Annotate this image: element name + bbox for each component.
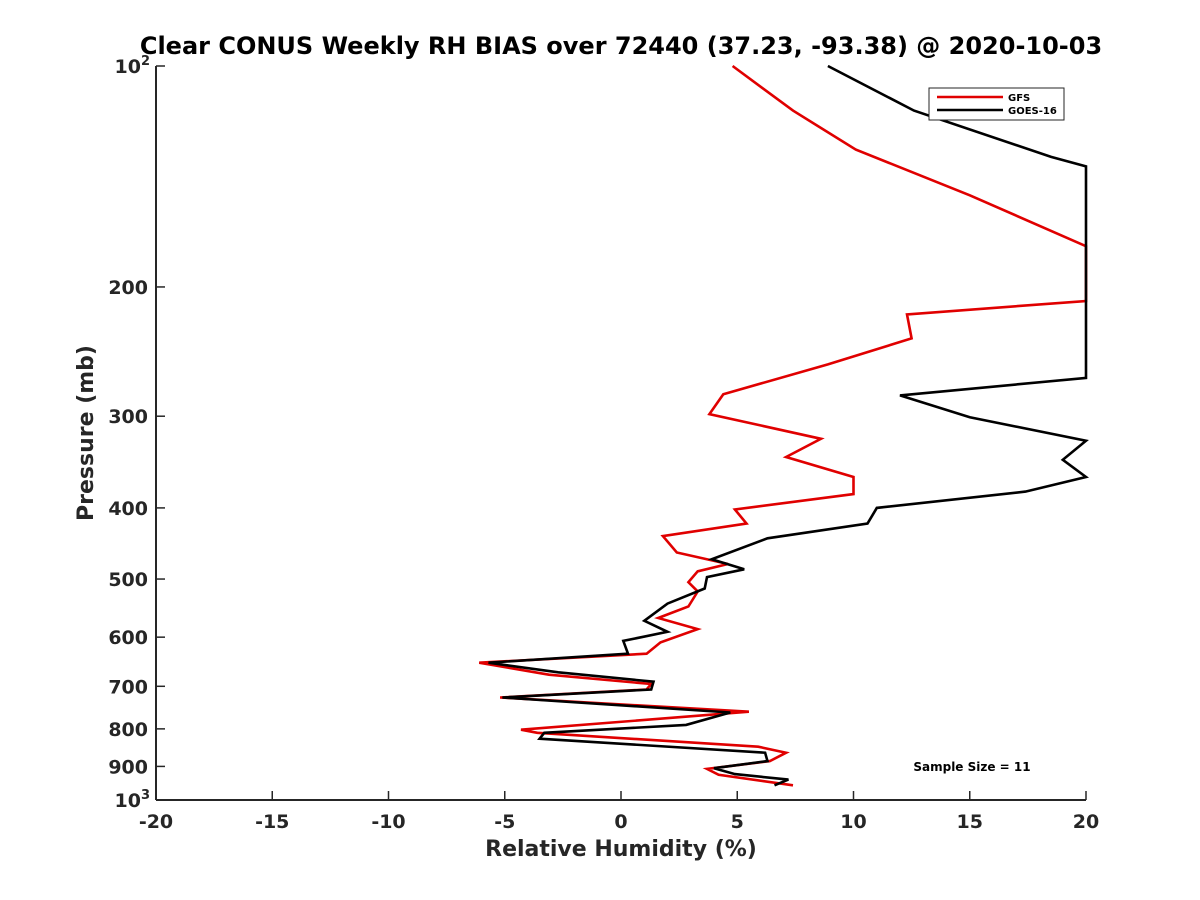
legend-label-goes16: GOES-16 xyxy=(1008,106,1057,117)
y-tick-label: 600 xyxy=(108,627,148,649)
y-tick-label: 102 xyxy=(115,54,151,78)
y-tick-label: 200 xyxy=(108,277,148,299)
chart-title: Clear CONUS Weekly RH BIAS over 72440 (3… xyxy=(140,32,1102,60)
series-line-gfs xyxy=(478,64,1088,787)
x-tick-label: -15 xyxy=(255,811,289,833)
x-tick-label: 5 xyxy=(731,811,744,833)
series-layer xyxy=(478,64,1090,787)
y-tick-label: 700 xyxy=(108,676,148,698)
x-tick-label: 10 xyxy=(840,811,866,833)
y-tick-label: 900 xyxy=(108,756,148,778)
y-ticks: 102 200 300 400 500 600 700 800 900 103 xyxy=(108,54,165,812)
x-ticks: -20 -15 -10 -5 0 5 10 15 20 xyxy=(139,791,1099,833)
x-tick-label: 20 xyxy=(1073,811,1099,833)
sample-size-annotation: Sample Size = 11 xyxy=(913,760,1030,774)
y-tick-label: 500 xyxy=(108,569,148,591)
y-tick-label: 103 xyxy=(115,788,151,812)
x-tick-label: -10 xyxy=(371,811,405,833)
legend-label-gfs: GFS xyxy=(1008,93,1030,104)
legend: GFS GOES-16 xyxy=(928,87,1065,121)
x-tick-label: 0 xyxy=(614,811,627,833)
x-tick-label: -5 xyxy=(494,811,515,833)
legend-box xyxy=(928,87,1065,121)
y-axis-label: Pressure (mb) xyxy=(74,345,99,521)
y-tick-label: 800 xyxy=(108,719,148,741)
series-line-goes16 xyxy=(488,64,1090,787)
y-tick-label: 400 xyxy=(108,498,148,520)
x-tick-label: -20 xyxy=(139,811,173,833)
x-tick-label: 15 xyxy=(957,811,983,833)
x-axis-label: Relative Humidity (%) xyxy=(485,837,757,862)
y-tick-label: 300 xyxy=(108,406,148,428)
